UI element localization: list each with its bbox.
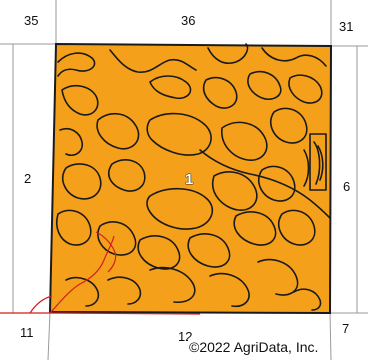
soil-boundary-line (199, 149, 331, 219)
soil-boundary-line (293, 288, 322, 311)
soil-boundary-line (221, 121, 268, 161)
section-label-6: 6 (343, 179, 351, 194)
soil-boundary-line (257, 258, 299, 296)
soil-boundary-line (270, 107, 308, 144)
section-line-bottom-right-v (329, 311, 332, 360)
soil-boundary-line (55, 209, 92, 246)
soil-boundary-line (149, 266, 196, 304)
section-label-7: 7 (342, 321, 350, 336)
soil-boundary-line (211, 171, 258, 211)
copyright-notice: ©2022 AgriData, Inc. (188, 339, 320, 355)
soil-boundary-line (209, 272, 250, 308)
soil-boundary-line (65, 276, 100, 307)
soil-boundaries (55, 43, 331, 311)
soil-boundary-line (309, 133, 327, 191)
soil-boundary-line (288, 74, 323, 104)
soil-boundary-line (207, 43, 249, 64)
soil-boundary-line (146, 112, 212, 156)
soil-map-unit-label: 1 (185, 171, 194, 188)
soil-boundary-line (258, 165, 296, 202)
section-label-36: 36 (181, 13, 196, 28)
section-line-bottom-left-v (47, 311, 51, 360)
soil-boundary-line (96, 113, 140, 150)
soil-boundary-line (107, 276, 142, 305)
soil-boundary-line (278, 209, 316, 246)
section-label-35: 35 (24, 13, 39, 28)
soil-boundary-line (61, 84, 99, 116)
soil-boundary-line (108, 159, 146, 192)
section-label-2: 2 (24, 171, 32, 186)
soil-boundary-line (59, 127, 84, 157)
section-label-11: 11 (20, 325, 34, 340)
soil-boundary-line (303, 149, 310, 187)
soil-boundary-line (313, 141, 321, 185)
soil-boundary-line (149, 75, 192, 100)
soil-boundary-line (97, 221, 137, 256)
soil-boundary-line (247, 70, 282, 101)
soil-boundary-line (233, 211, 277, 246)
road-lines (0, 231, 201, 315)
road-line (95, 231, 117, 273)
soil-boundary-line (146, 187, 214, 230)
soil-boundary-line (261, 47, 327, 67)
road-line (49, 235, 115, 314)
soil-boundary-line (202, 76, 238, 109)
soil-boundary-line (109, 49, 197, 73)
soil-boundary-line (137, 235, 181, 270)
road-line (29, 295, 53, 314)
section-label-12: 12 (178, 329, 193, 344)
soil-boundary-line (62, 163, 102, 200)
soil-boundary-line (57, 52, 96, 77)
soil-boundary-line (187, 233, 231, 268)
section-label-31: 31 (339, 19, 354, 34)
soil-boundary-line (317, 145, 324, 181)
